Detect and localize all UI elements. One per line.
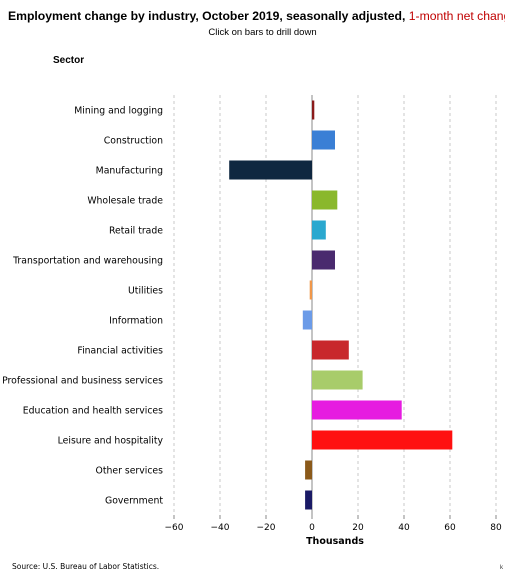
category-label: Professional and business services	[2, 376, 163, 387]
category-label: Manufacturing	[96, 166, 163, 177]
x-tick-label: 40	[398, 523, 410, 533]
bar-mining-and-logging[interactable]	[312, 100, 315, 120]
category-label: Mining and logging	[74, 106, 163, 117]
bar-government[interactable]	[305, 490, 312, 510]
corner-mark: k	[500, 565, 503, 571]
category-label: Wholesale trade	[87, 196, 163, 207]
y-axis-title: Sector	[53, 55, 85, 66]
x-tick-label: 80	[490, 523, 502, 533]
chart-subtitle: Click on bars to drill down	[208, 27, 317, 38]
bar-utilities[interactable]	[309, 280, 312, 300]
bar-education-and-health-services[interactable]	[312, 400, 402, 420]
category-label: Utilities	[128, 286, 163, 297]
bar-transportation-and-warehousing[interactable]	[312, 250, 335, 270]
bar-professional-and-business-services[interactable]	[312, 370, 363, 390]
category-label: Information	[109, 316, 163, 327]
bar-construction[interactable]	[312, 130, 335, 150]
category-label: Education and health services	[23, 406, 163, 417]
category-label: Financial activities	[77, 346, 163, 357]
category-label: Leisure and hospitality	[58, 436, 164, 447]
x-tick-label: 60	[444, 523, 456, 533]
bar-retail-trade[interactable]	[312, 220, 326, 240]
x-tick-label: −20	[257, 523, 276, 533]
bar-other-services[interactable]	[305, 460, 312, 480]
chart-title: Employment change by industry, October 2…	[8, 9, 505, 23]
x-tick-label: −60	[165, 523, 184, 533]
chart-title-highlight: 1-month net change	[408, 9, 505, 23]
chart-title-main: Employment change by industry, October 2…	[8, 9, 409, 23]
bar-leisure-and-hospitality[interactable]	[312, 430, 453, 450]
category-label: Other services	[96, 466, 164, 477]
category-label: Transportation and warehousing	[12, 256, 163, 267]
bar-manufacturing[interactable]	[229, 160, 312, 180]
category-label: Government	[105, 496, 163, 507]
x-tick-label: −40	[211, 523, 230, 533]
bar-information[interactable]	[302, 310, 312, 330]
category-label: Construction	[104, 136, 163, 147]
x-axis-title: Thousands	[306, 536, 364, 547]
bar-financial-activities[interactable]	[312, 340, 349, 360]
x-tick-label: 20	[352, 523, 364, 533]
bar-wholesale-trade[interactable]	[312, 190, 338, 210]
source-note: Source: U.S. Bureau of Labor Statistics.	[12, 562, 160, 571]
category-label: Retail trade	[109, 226, 163, 237]
x-tick-label: 0	[309, 523, 315, 533]
